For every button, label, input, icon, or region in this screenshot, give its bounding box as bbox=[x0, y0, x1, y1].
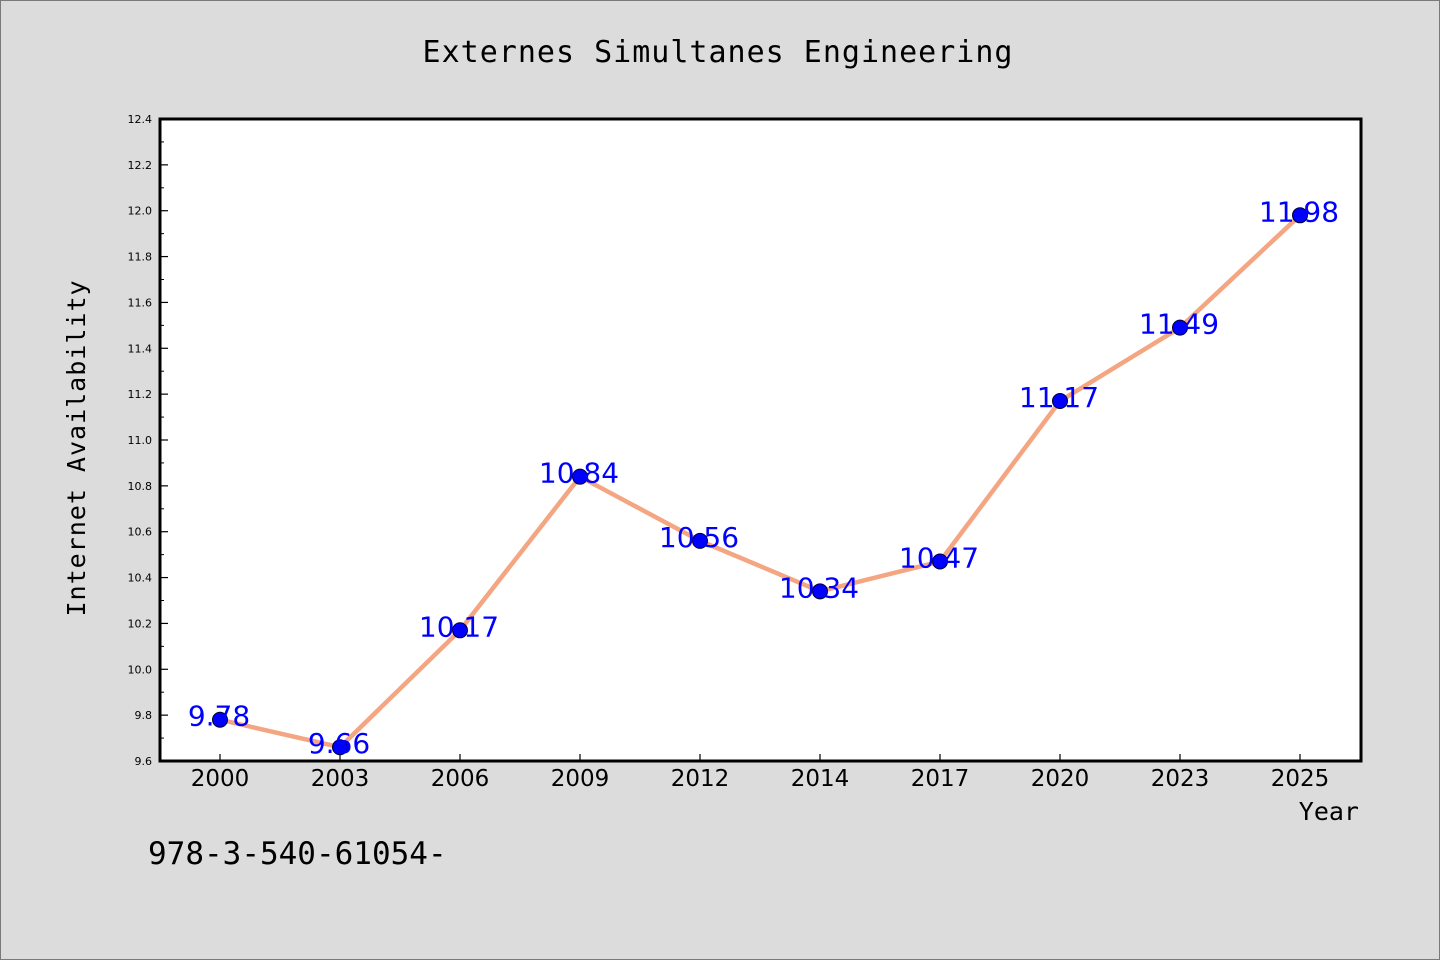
y-tick-label: 11.6 bbox=[128, 296, 153, 309]
data-label: 9.78 bbox=[188, 700, 250, 733]
x-tick-label: 2017 bbox=[911, 766, 970, 792]
x-axis-ticks: 2000 2003 2006 2009 2012 2014 2017 2020 2023 2025 bbox=[191, 754, 1330, 792]
y-tick-label: 10.8 bbox=[128, 480, 153, 493]
y-tick-label: 11.0 bbox=[128, 434, 153, 447]
data-label: 11.98 bbox=[1259, 195, 1339, 228]
y-tick-label: 12.0 bbox=[128, 205, 153, 218]
data-point bbox=[1172, 319, 1188, 336]
y-tick-label: 10.2 bbox=[128, 617, 153, 630]
y-tick-label: 10.0 bbox=[128, 663, 153, 676]
data-point bbox=[572, 468, 588, 485]
data-label-layer: 9.78 9.66 10.17 10.84 10.56 10.34 10.47 11.17 11… bbox=[188, 195, 1339, 760]
x-tick-label: 2023 bbox=[1151, 766, 1210, 792]
data-label: 10.17 bbox=[419, 610, 499, 643]
data-label: 10.47 bbox=[899, 542, 979, 575]
y-tick-label: 11.8 bbox=[128, 251, 153, 264]
data-point bbox=[932, 553, 948, 570]
y-tick-label: 9.6 bbox=[135, 755, 153, 768]
y-tick-label: 9.8 bbox=[135, 709, 153, 722]
y-tick-label: 10.4 bbox=[128, 572, 153, 585]
y-axis-ticks: 9.6 9.8 10.0 10.2 10.4 10.6 10.8 11.0 11.2 11.4 11… bbox=[128, 113, 168, 768]
x-tick-label: 2012 bbox=[671, 766, 730, 792]
x-tick-label: 2014 bbox=[791, 766, 850, 792]
y-tick-label: 12.4 bbox=[128, 113, 153, 126]
x-tick-label: 2020 bbox=[1031, 766, 1090, 792]
plot-border bbox=[158, 117, 1363, 763]
x-tick-label: 2000 bbox=[191, 766, 250, 792]
x-tick-label: 2006 bbox=[431, 766, 490, 792]
chart-title: Externes Simultanes Engineering bbox=[423, 35, 1014, 70]
x-tick-label: 2009 bbox=[551, 766, 610, 792]
data-label: 10.56 bbox=[659, 521, 739, 554]
x-tick-label: 2003 bbox=[311, 766, 370, 792]
data-point bbox=[212, 711, 228, 728]
data-label: 10.84 bbox=[539, 457, 619, 490]
footer-text: 978-3-540-61054- bbox=[148, 836, 447, 872]
data-point bbox=[1292, 207, 1308, 224]
series-layer bbox=[212, 207, 1308, 756]
x-axis-label: Year bbox=[1299, 797, 1359, 826]
data-point bbox=[1052, 393, 1068, 410]
data-label: 10.34 bbox=[779, 571, 859, 604]
data-label: 11.49 bbox=[1139, 308, 1219, 341]
y-tick-label: 10.6 bbox=[128, 526, 153, 539]
y-axis-label: Internet Availability bbox=[62, 279, 91, 616]
data-point bbox=[332, 739, 348, 756]
y-tick-label: 12.2 bbox=[128, 159, 153, 172]
data-point bbox=[692, 532, 708, 549]
series-line bbox=[217, 213, 1303, 750]
data-label: 9.66 bbox=[308, 727, 370, 760]
data-point bbox=[812, 583, 828, 600]
plot-area bbox=[160, 119, 1361, 761]
y-tick-label: 11.4 bbox=[128, 342, 153, 355]
x-tick-label: 2025 bbox=[1271, 766, 1330, 792]
y-tick-label: 11.2 bbox=[128, 388, 153, 401]
data-point bbox=[452, 622, 468, 639]
data-label: 11.17 bbox=[1019, 381, 1099, 414]
